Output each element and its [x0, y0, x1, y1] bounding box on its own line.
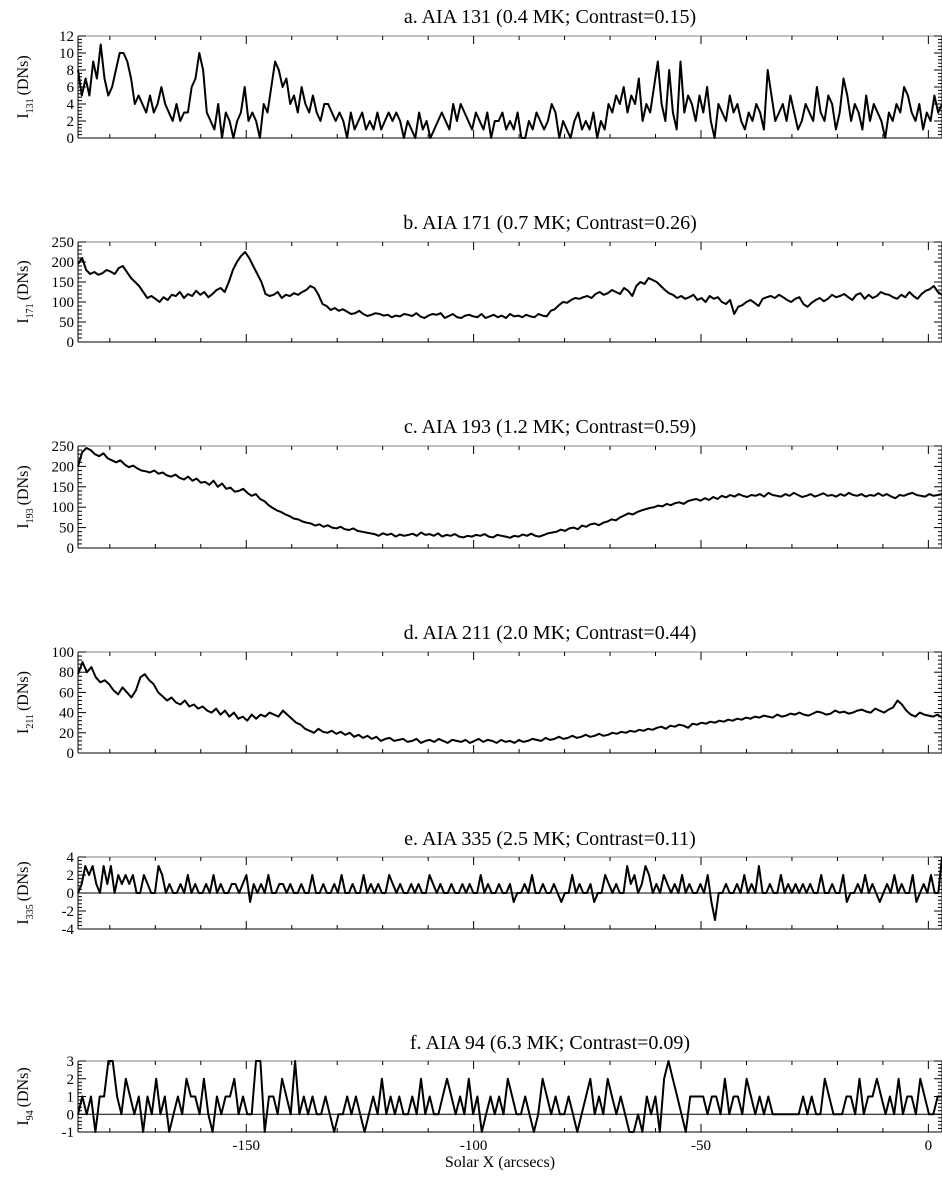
y-tick-label: -4	[62, 922, 75, 938]
y-axis-label-main: I	[15, 113, 32, 118]
y-axis-label: I131 (DNs)	[15, 55, 36, 118]
y-axis-label-unit: (DNs)	[15, 671, 32, 711]
y-tick-label: -2	[62, 904, 75, 920]
x-tick-label: -100	[460, 1138, 488, 1154]
panel-title: f. AIA 94 (6.3 MK; Contrast=0.09)	[410, 1032, 690, 1054]
x-axis-label: Solar X (arcsecs)	[445, 1154, 555, 1171]
y-axis-label-unit: (DNs)	[15, 260, 32, 300]
panel-title: e. AIA 335 (2.5 MK; Contrast=0.11)	[404, 828, 696, 850]
y-tick-label: 4	[67, 97, 75, 113]
panel-title: d. AIA 211 (2.0 MK; Contrast=0.44)	[404, 622, 697, 644]
y-axis-label-main: I	[15, 1120, 32, 1125]
y-axis-label-sub: 193	[25, 508, 36, 523]
y-tick-label: 12	[59, 29, 74, 45]
y-tick-label: 4	[67, 850, 75, 866]
panel-f: f. AIA 94 (6.3 MK; Contrast=0.09)-10123I…	[15, 1032, 942, 1171]
y-axis-label-main: I	[15, 318, 32, 323]
panel-title: c. AIA 193 (1.2 MK; Contrast=0.59)	[404, 416, 696, 438]
intensity-trace	[77, 251, 942, 319]
y-tick-label: 2	[67, 114, 75, 130]
y-axis-label-main: I	[15, 523, 32, 528]
y-tick-label: 6	[67, 80, 75, 96]
y-axis-label: I193 (DNs)	[15, 465, 36, 528]
y-tick-label: 0	[67, 541, 75, 557]
panel-b: b. AIA 171 (0.7 MK; Contrast=0.26) 0 50 100…	[15, 212, 942, 351]
intensity-trace	[77, 1060, 942, 1133]
y-tick-label: 150	[52, 480, 75, 496]
y-tick-label: 0	[67, 886, 75, 902]
y-axis-label-main: I	[15, 919, 32, 924]
panel-d: d. AIA 211 (2.0 MK; Contrast=0.44) 0 20 40 6…	[15, 622, 942, 762]
y-axis-label-unit: (DNs)	[15, 55, 32, 95]
y-tick-label: -1	[62, 1125, 75, 1141]
intensity-trace	[77, 661, 942, 744]
y-axis-label: I335 (DNs)	[15, 861, 36, 924]
y-axis-label: I94 (DNs)	[15, 1067, 36, 1125]
y-tick-label: 0	[67, 1107, 75, 1123]
y-tick-label: 0	[67, 131, 75, 147]
y-tick-label: 250	[52, 439, 75, 455]
y-tick-label: 10	[59, 46, 74, 62]
y-tick-label: 100	[52, 500, 75, 516]
panel-e: e. AIA 335 (2.5 MK; Contrast=0.11) -4 -2 0 2…	[15, 828, 942, 938]
y-tick-label: 250	[52, 235, 75, 251]
y-axis-label-sub: 131	[25, 98, 36, 113]
x-tick-label: -50	[691, 1138, 711, 1154]
y-axis-label-sub: 171	[25, 303, 36, 318]
y-tick-label: 2	[67, 868, 75, 884]
y-axis-label-unit: (DNs)	[15, 465, 32, 505]
y-tick-label: 150	[52, 275, 75, 291]
y-axis-label: I171 (DNs)	[15, 260, 36, 323]
y-axis-label-sub: 335	[25, 904, 36, 919]
y-tick-label: 50	[59, 521, 74, 537]
y-tick-label: 80	[59, 665, 74, 681]
y-tick-label: 100	[52, 645, 75, 661]
y-axis-label-unit: (DNs)	[15, 1067, 32, 1107]
y-axis-label-unit: (DNs)	[15, 861, 32, 901]
intensity-trace	[77, 856, 942, 921]
y-tick-label: 20	[59, 726, 74, 742]
y-tick-label: 200	[52, 459, 75, 475]
intensity-trace	[77, 447, 942, 539]
y-axis-label: I211 (DNs)	[15, 671, 36, 734]
panel-title: a. AIA 131 (0.4 MK; Contrast=0.15)	[404, 6, 696, 28]
y-tick-label: 100	[52, 295, 75, 311]
y-tick-label: 0	[67, 746, 75, 762]
x-tick-label: 0	[925, 1138, 933, 1154]
y-tick-label: 2	[67, 1072, 75, 1088]
y-tick-label: 8	[67, 63, 75, 79]
y-axis-label-main: I	[15, 729, 32, 734]
y-tick-label: 1	[67, 1090, 75, 1106]
panel-title: b. AIA 171 (0.7 MK; Contrast=0.26)	[403, 212, 697, 234]
y-tick-label: 3	[67, 1054, 75, 1070]
panel-a: a. AIA 131 (0.4 MK; Contrast=0.15)024681…	[15, 6, 942, 147]
y-axis-label-sub: 94	[25, 1110, 36, 1120]
intensity-trace	[77, 43, 942, 139]
y-tick-label: 50	[59, 315, 74, 331]
y-axis-label-sub: 211	[25, 714, 36, 729]
y-tick-label: 0	[67, 335, 75, 351]
y-tick-label: 200	[52, 255, 75, 271]
panel-c: c. AIA 193 (1.2 MK; Contrast=0.59) 0 50 100…	[15, 416, 942, 557]
x-tick-label: -150	[233, 1138, 261, 1154]
y-tick-label: 40	[59, 706, 74, 722]
y-tick-label: 60	[59, 685, 74, 701]
